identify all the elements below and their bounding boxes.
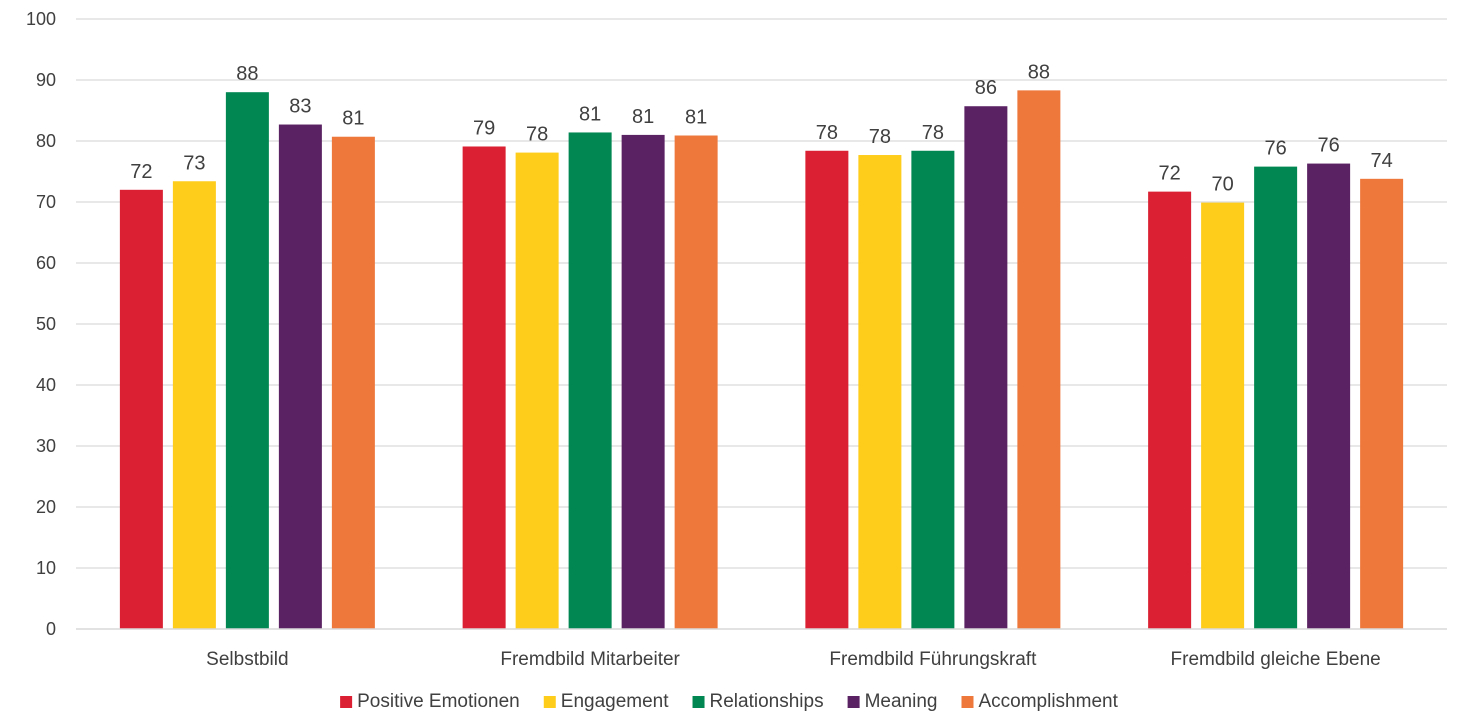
bar [172, 181, 216, 629]
data-label: 78 [816, 122, 838, 144]
y-tick-label: 60 [36, 253, 56, 273]
bar [278, 124, 322, 629]
x-category-label: Fremdbild gleiche Ebene [1171, 649, 1381, 670]
legend-label: Relationships [710, 691, 824, 712]
y-tick-label: 90 [36, 70, 56, 90]
y-tick-label: 0 [46, 619, 56, 639]
y-tick-label: 40 [36, 375, 56, 395]
data-label: 81 [579, 103, 601, 125]
data-label: 74 [1371, 150, 1393, 172]
data-label: 81 [342, 108, 364, 130]
bar [674, 135, 718, 629]
y-tick-label: 100 [26, 9, 56, 29]
bar [1254, 166, 1298, 629]
legend-label: Accomplishment [978, 691, 1118, 712]
legend-swatch [847, 696, 860, 708]
x-axis: Selbstbild Fremdbild Mitarbeiter Fremdbild… [76, 628, 1447, 670]
legend-swatch [692, 696, 705, 708]
bar [331, 136, 375, 630]
x-category-label: Fremdbild Führungskraft [829, 649, 1037, 670]
legend-item: Accomplishment [961, 691, 1119, 712]
legend-swatch [961, 696, 974, 708]
data-label: 70 [1212, 174, 1234, 196]
bar [515, 152, 559, 629]
y-tick-label: 70 [36, 192, 56, 212]
bar [225, 92, 269, 629]
y-tick-label: 80 [36, 131, 56, 151]
data-label: 83 [289, 96, 311, 118]
legend-item: Meaning [847, 691, 938, 712]
data-label: 88 [1028, 61, 1050, 83]
bar [1148, 191, 1192, 629]
legend-label: Positive Emotionen [357, 691, 520, 712]
legend-swatch [340, 696, 353, 708]
y-tick-label: 50 [36, 314, 56, 334]
data-label: 73 [183, 152, 205, 174]
data-label: 76 [1318, 135, 1340, 157]
bar [621, 134, 665, 629]
data-label: 81 [632, 106, 654, 128]
y-tick-label: 20 [36, 497, 56, 517]
data-label: 79 [473, 117, 495, 139]
bar [1307, 163, 1351, 629]
x-category-label: Fremdbild Mitarbeiter [500, 649, 680, 670]
bar [568, 132, 612, 629]
bars: 72 73 88 83 81 79 78 81 81 81 78 78 78 86 88 72 70 76 76 74 [119, 61, 1404, 630]
bar [1360, 178, 1404, 629]
y-tick-label: 10 [36, 558, 56, 578]
bar [1017, 90, 1061, 630]
data-label: 81 [685, 107, 707, 129]
data-label: 86 [975, 77, 997, 99]
bar [1201, 202, 1245, 630]
data-label: 76 [1265, 138, 1287, 160]
data-label: 72 [130, 161, 152, 183]
data-label: 88 [236, 63, 258, 85]
legend-label: Engagement [561, 691, 669, 712]
legend-item: Engagement [543, 691, 669, 712]
bar [805, 150, 849, 629]
y-axis-ticks: 0 10 20 30 40 50 60 70 80 90 100 [26, 9, 56, 639]
legend: Positive Emotionen Engagement Relationship… [340, 691, 1119, 712]
data-label: 78 [869, 126, 891, 148]
bar [964, 106, 1008, 630]
legend-swatch [543, 696, 556, 708]
data-label: 78 [526, 124, 548, 146]
data-label: 78 [922, 122, 944, 144]
bar [858, 155, 902, 629]
x-category-label: Selbstbild [206, 649, 288, 670]
bar [119, 189, 163, 630]
legend-item: Positive Emotionen [340, 691, 520, 712]
legend-item: Relationships [692, 691, 824, 712]
legend-label: Meaning [865, 691, 938, 712]
bar [911, 150, 955, 629]
data-label: 72 [1159, 163, 1181, 185]
y-tick-label: 30 [36, 436, 56, 456]
bar [462, 146, 506, 630]
